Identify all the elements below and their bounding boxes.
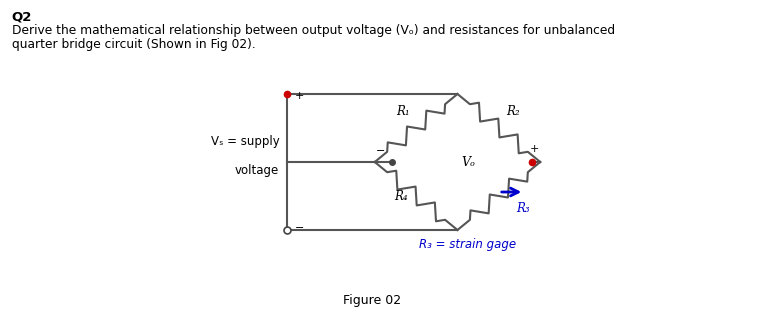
Text: Vₒ: Vₒ: [461, 156, 475, 168]
Text: Figure 02: Figure 02: [343, 294, 401, 307]
Text: Q2: Q2: [11, 10, 32, 23]
Text: +: +: [529, 144, 539, 154]
Text: +: +: [295, 91, 304, 101]
Text: quarter bridge circuit (Shown in Fig 02).: quarter bridge circuit (Shown in Fig 02)…: [11, 38, 255, 51]
Text: R₄: R₄: [393, 190, 407, 202]
Text: R₁: R₁: [396, 105, 410, 118]
Text: R₃ = strain gage: R₃ = strain gage: [419, 238, 516, 251]
Text: Vₛ = supply: Vₛ = supply: [211, 135, 280, 148]
Text: −: −: [295, 223, 304, 233]
Text: R₂: R₂: [506, 105, 520, 118]
Text: voltage: voltage: [235, 164, 280, 177]
Text: −: −: [376, 146, 385, 156]
Text: Derive the mathematical relationship between output voltage (Vₒ) and resistances: Derive the mathematical relationship bet…: [11, 24, 615, 37]
Text: R₃: R₃: [516, 202, 530, 215]
